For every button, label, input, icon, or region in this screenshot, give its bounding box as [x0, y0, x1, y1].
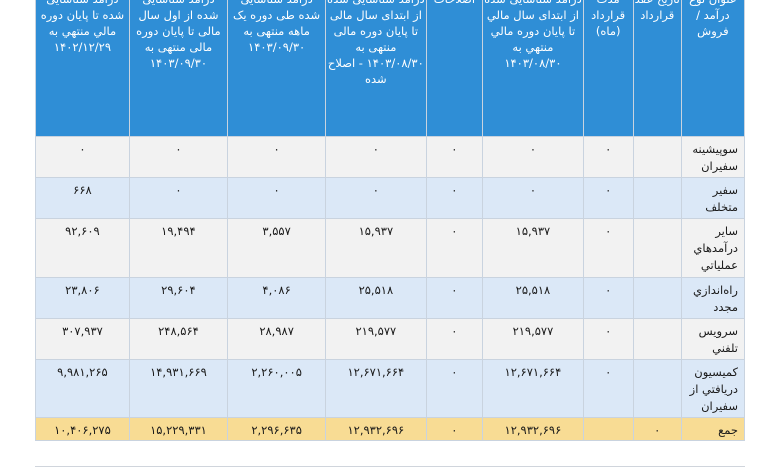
cell-adjustments: ۰: [425, 218, 484, 278]
row-title: سفیر متخلف: [680, 177, 746, 219]
cell-date: [632, 136, 682, 178]
table-row: سفیر متخلف ۰ ۰ ۰ ۰ ۰ ۰ ۶۶۸: [35, 177, 746, 219]
cell-ytd: ۲۹,۶۰۴: [128, 277, 229, 319]
cell-duration: ۰: [582, 177, 634, 219]
cell-date: [632, 218, 682, 278]
cell-adjustments: ۰: [425, 318, 484, 360]
table-row: راه‌اندازي مجدد ۰ ۲۵,۵۱۸ ۰ ۲۵,۵۱۸ ۴,۰۸۶ …: [35, 277, 746, 319]
cell-adjustments: ۰: [425, 136, 484, 178]
divider: [35, 466, 745, 467]
cell-last-year: ۹۲,۶۰۹: [35, 218, 130, 278]
cell-duration: ۰: [582, 136, 634, 178]
total-ytd: ۱۵,۲۲۹,۳۳۱: [128, 417, 229, 441]
cell-ytd-adjusted: ۱۵,۹۳۷: [325, 218, 427, 278]
cell-ytd-prev: ۰: [482, 177, 584, 219]
cell-duration: ۰: [582, 318, 634, 360]
total-ytd-prev: ۱۲,۹۳۲,۶۹۶: [482, 417, 584, 441]
cell-ytd-prev: ۰: [482, 136, 584, 178]
header-title: عنوان نوع درآمد / فروش: [680, 0, 746, 137]
cell-ytd-prev: ۱۲,۶۷۱,۶۶۴: [482, 359, 584, 418]
cell-ytd: ۰: [128, 177, 229, 219]
cell-ytd: ۰: [128, 136, 229, 178]
table-row: سایر درآمدهاي عملیاتي ۰ ۱۵,۹۳۷ ۰ ۱۵,۹۳۷ …: [35, 218, 746, 278]
table-row: سوپیشینه سفیران ۰ ۰ ۰ ۰ ۰ ۰ ۰: [35, 136, 746, 178]
cell-month: ۰: [227, 136, 327, 178]
total-last-year: ۱۰,۴۰۶,۲۷۵: [35, 417, 130, 441]
cell-adjustments: ۰: [425, 277, 484, 319]
cell-last-year: ۰: [35, 136, 130, 178]
cell-last-year: ۶۶۸: [35, 177, 130, 219]
cell-month: ۲,۲۶۰,۰۰۵: [227, 359, 327, 418]
cell-month: ۰: [227, 177, 327, 219]
header-row: عنوان نوع درآمد / فروش تاریخ عقد قرارداد…: [35, 0, 746, 137]
cell-ytd-adjusted: ۰: [325, 136, 427, 178]
cell-ytd-prev: ۲۱۹,۵۷۷: [482, 318, 584, 360]
cell-ytd: ۱۴,۹۳۱,۶۶۹: [128, 359, 229, 418]
header-month: درآمد شناسایی شده طی دوره یک ماهه منتهی …: [227, 0, 327, 137]
header-last-year: درآمد شناسایی شده تا پایان دوره مالي منت…: [35, 0, 130, 137]
cell-date: [632, 177, 682, 219]
header-ytd: درآمد شناسایی شده از اول سال مالی تا پای…: [128, 0, 229, 137]
cell-date: [632, 359, 682, 418]
row-title: سایر درآمدهاي عملیاتي: [680, 218, 746, 278]
row-title: راه‌اندازي مجدد: [680, 277, 746, 319]
cell-last-year: ۹,۹۸۱,۲۶۵: [35, 359, 130, 418]
cell-last-year: ۳۰۷,۹۳۷: [35, 318, 130, 360]
total-month: ۲,۲۹۶,۶۳۵: [227, 417, 327, 441]
cell-ytd-prev: ۲۵,۵۱۸: [482, 277, 584, 319]
header-adjustments: اصلاحات: [425, 0, 484, 137]
cell-date: [632, 277, 682, 319]
total-ytd-adjusted: ۱۲,۹۳۲,۶۹۶: [325, 417, 427, 441]
table-row: سرویس تلفني ۰ ۲۱۹,۵۷۷ ۰ ۲۱۹,۵۷۷ ۲۸,۹۸۷ ۲…: [35, 318, 746, 360]
cell-ytd-adjusted: ۲۱۹,۵۷۷: [325, 318, 427, 360]
total-row: جمع ۰ ۱۲,۹۳۲,۶۹۶ ۰ ۱۲,۹۳۲,۶۹۶ ۲,۲۹۶,۶۳۵ …: [35, 417, 746, 441]
total-title: جمع: [680, 417, 746, 441]
cell-last-year: ۲۳,۸۰۶: [35, 277, 130, 319]
row-title: سرویس تلفني: [680, 318, 746, 360]
cell-date: [632, 318, 682, 360]
cell-adjustments: ۰: [425, 359, 484, 418]
header-contract-date: تاریخ عقد قرارداد: [632, 0, 682, 137]
cell-ytd: ۲۴۸,۵۶۴: [128, 318, 229, 360]
cell-month: ۲۸,۹۸۷: [227, 318, 327, 360]
total-date: ۰: [632, 417, 682, 441]
row-title: سوپیشینه سفیران: [680, 136, 746, 178]
table-row: کمیسیون دریافتي از سفیران ۰ ۱۲,۶۷۱,۶۶۴ ۰…: [35, 359, 746, 418]
cell-adjustments: ۰: [425, 177, 484, 219]
cell-duration: ۰: [582, 359, 634, 418]
total-duration: [582, 417, 634, 441]
total-adjustments: ۰: [425, 417, 484, 441]
cell-ytd-adjusted: ۱۲,۶۷۱,۶۶۴: [325, 359, 427, 418]
cell-duration: ۰: [582, 218, 634, 278]
cell-ytd-adjusted: ۰: [325, 177, 427, 219]
cell-month: ۴,۰۸۶: [227, 277, 327, 319]
cell-month: ۳,۵۵۷: [227, 218, 327, 278]
cell-ytd: ۱۹,۴۹۴: [128, 218, 229, 278]
cell-ytd-prev: ۱۵,۹۳۷: [482, 218, 584, 278]
row-title: کمیسیون دریافتي از سفیران: [680, 359, 746, 418]
header-ytd-adjusted: درآمد شناسایی شده از ابتدای سال مالی تا …: [325, 0, 427, 137]
cell-ytd-adjusted: ۲۵,۵۱۸: [325, 277, 427, 319]
header-contract-duration: مدت قرارداد (ماه): [582, 0, 634, 137]
cell-duration: ۰: [582, 277, 634, 319]
header-ytd-prev: درآمد شناسایی شده از ابتدای سال مالي تا …: [482, 0, 584, 137]
revenue-table: عنوان نوع درآمد / فروش تاریخ عقد قرارداد…: [35, 0, 746, 441]
